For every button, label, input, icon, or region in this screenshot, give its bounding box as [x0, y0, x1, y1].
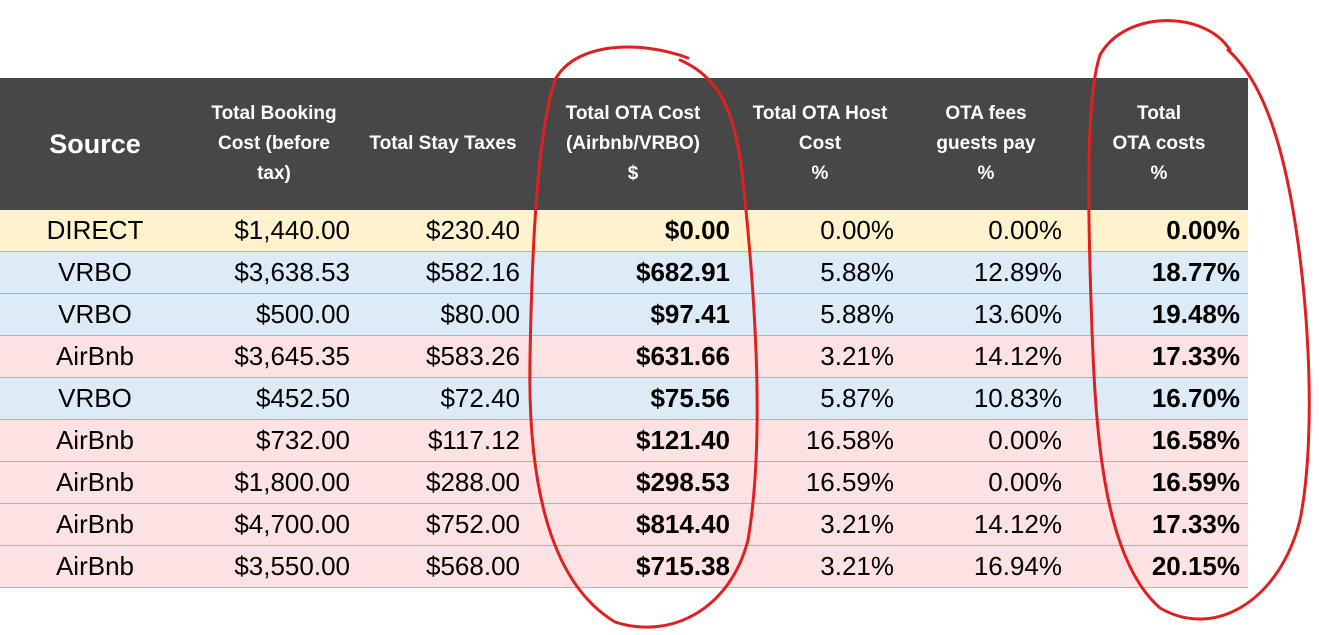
cell-total-ota-cost[interactable]: $97.41: [650, 299, 730, 329]
cell-total-ota-cost[interactable]: $682.91: [636, 257, 730, 287]
cell-total-ota-cost[interactable]: $75.56: [650, 383, 730, 413]
header-total-ota-host-cost: Total OTA Host Cost %: [752, 103, 888, 184]
cell-total-ota-host-cost[interactable]: 5.87%: [820, 383, 894, 413]
cell-total-booking-cost[interactable]: $732.00: [256, 425, 350, 455]
cell-total-stay-taxes[interactable]: $568.00: [426, 551, 520, 581]
table-header-row: Source Total Booking Cost (before tax) T…: [0, 78, 1248, 210]
cell-total-stay-taxes[interactable]: $80.00: [440, 299, 520, 329]
cell-total-stay-taxes[interactable]: $288.00: [426, 467, 520, 497]
cell-total-ota-host-cost[interactable]: 16.59%: [805, 467, 894, 497]
cell-source[interactable]: AirBnb: [55, 551, 135, 581]
cell-total-ota-costs[interactable]: 16.59%: [1151, 467, 1240, 497]
table-row: AirBnb $1,800.00 $288.00 $298.53 16.59% 0.00%…: [0, 462, 1248, 504]
cell-source[interactable]: VRBO: [58, 257, 132, 287]
cell-total-ota-costs[interactable]: 16.58%: [1151, 425, 1240, 455]
table-row: AirBnb $732.00 $117.12 $121.40 16.58% 0.00% 16…: [0, 420, 1248, 462]
cell-total-ota-costs[interactable]: 19.48%: [1151, 299, 1240, 329]
cell-total-ota-cost[interactable]: $814.40: [636, 509, 730, 539]
cell-ota-fees-guests-pay[interactable]: 14.12%: [973, 341, 1062, 371]
cell-total-ota-cost[interactable]: $631.66: [636, 341, 730, 371]
cell-source[interactable]: AirBnb: [55, 341, 135, 371]
cell-total-ota-host-cost[interactable]: 3.21%: [820, 341, 894, 371]
cell-total-ota-host-cost[interactable]: 3.21%: [820, 509, 894, 539]
cell-total-booking-cost[interactable]: $452.50: [256, 383, 350, 413]
cell-total-ota-costs[interactable]: 0.00%: [1166, 215, 1240, 245]
cell-source[interactable]: VRBO: [58, 383, 132, 413]
cell-source[interactable]: VRBO: [58, 299, 132, 329]
cell-total-stay-taxes[interactable]: $583.26: [426, 341, 520, 371]
ota-cost-table: Source Total Booking Cost (before tax) T…: [0, 78, 1248, 588]
cell-total-ota-cost[interactable]: $715.38: [636, 551, 730, 581]
cell-total-ota-cost[interactable]: $298.53: [636, 467, 730, 497]
cell-total-stay-taxes[interactable]: $117.12: [427, 425, 520, 455]
cell-total-ota-costs[interactable]: 16.70%: [1151, 383, 1240, 413]
cell-total-stay-taxes[interactable]: $752.00: [426, 509, 520, 539]
cell-total-booking-cost[interactable]: $4,700.00: [234, 509, 350, 539]
table-row: AirBnb $3,645.35 $583.26 $631.66 3.21% 14.12%…: [0, 336, 1248, 378]
cell-total-booking-cost[interactable]: $3,550.00: [234, 551, 350, 581]
header-total-ota-costs: Total OTA costs %: [1112, 103, 1206, 184]
cell-total-ota-host-cost[interactable]: 0.00%: [820, 215, 894, 245]
cell-ota-fees-guests-pay[interactable]: 13.60%: [973, 299, 1062, 329]
cell-ota-fees-guests-pay[interactable]: 10.83%: [973, 383, 1062, 413]
cell-ota-fees-guests-pay[interactable]: 14.12%: [973, 509, 1062, 539]
cell-source[interactable]: AirBnb: [55, 467, 135, 497]
cell-source[interactable]: AirBnb: [55, 425, 135, 455]
table-body: DIRECT $1,440.00 $230.40 $0.00 0.00% 0.00% 0.0…: [0, 210, 1248, 588]
cell-total-ota-host-cost[interactable]: 16.58%: [805, 425, 894, 455]
cell-total-booking-cost[interactable]: $1,800.00: [234, 467, 350, 497]
header-total-stay-taxes: Total Stay Taxes: [369, 133, 517, 154]
cell-total-booking-cost[interactable]: $500.00: [256, 299, 350, 329]
cell-ota-fees-guests-pay[interactable]: 0.00%: [988, 215, 1062, 245]
table-row: VRBO $500.00 $80.00 $97.41 5.88% 13.60% 19.48%: [0, 294, 1248, 336]
cell-total-stay-taxes[interactable]: $72.40: [440, 383, 520, 413]
cell-ota-fees-guests-pay[interactable]: 16.94%: [973, 551, 1062, 581]
cell-total-ota-host-cost[interactable]: 3.21%: [820, 551, 894, 581]
table-row: DIRECT $1,440.00 $230.40 $0.00 0.00% 0.00% 0.0…: [0, 210, 1248, 252]
header-total-ota-cost: Total OTA Cost (Airbnb/VRBO) $: [565, 103, 701, 184]
cell-total-ota-costs[interactable]: 20.15%: [1151, 551, 1240, 581]
table-row: AirBnb $3,550.00 $568.00 $715.38 3.21% 16.94%…: [0, 546, 1248, 588]
cell-total-stay-taxes[interactable]: $582.16: [426, 257, 520, 287]
cell-total-booking-cost[interactable]: $3,645.35: [234, 341, 350, 371]
cell-total-ota-host-cost[interactable]: 5.88%: [820, 257, 894, 287]
cell-total-ota-host-cost[interactable]: 5.88%: [820, 299, 894, 329]
cell-ota-fees-guests-pay[interactable]: 0.00%: [988, 467, 1062, 497]
cell-ota-fees-guests-pay[interactable]: 0.00%: [988, 425, 1062, 455]
cell-total-booking-cost[interactable]: $3,638.53: [234, 257, 350, 287]
header-source: Source: [49, 129, 141, 159]
cell-total-ota-cost[interactable]: $121.40: [636, 425, 730, 455]
cell-source[interactable]: AirBnb: [55, 509, 135, 539]
header-total-booking-cost: Total Booking Cost (before tax): [211, 103, 337, 184]
table-row: AirBnb $4,700.00 $752.00 $814.40 3.21% 14.12%…: [0, 504, 1248, 546]
table-row: VRBO $452.50 $72.40 $75.56 5.87% 10.83% 16.70%: [0, 378, 1248, 420]
cell-total-ota-cost[interactable]: $0.00: [664, 215, 730, 245]
cell-ota-fees-guests-pay[interactable]: 12.89%: [973, 257, 1062, 287]
cell-total-stay-taxes[interactable]: $230.40: [426, 215, 520, 245]
header-ota-fees-guests-pay: OTA fees guests pay %: [936, 103, 1036, 184]
cell-total-ota-costs[interactable]: 17.33%: [1151, 341, 1240, 371]
cell-source[interactable]: DIRECT: [46, 215, 144, 245]
cell-total-ota-costs[interactable]: 18.77%: [1151, 257, 1240, 287]
cell-total-booking-cost[interactable]: $1,440.00: [234, 215, 350, 245]
table-row: VRBO $3,638.53 $582.16 $682.91 5.88% 12.89% 18…: [0, 252, 1248, 294]
cell-total-ota-costs[interactable]: 17.33%: [1151, 509, 1240, 539]
